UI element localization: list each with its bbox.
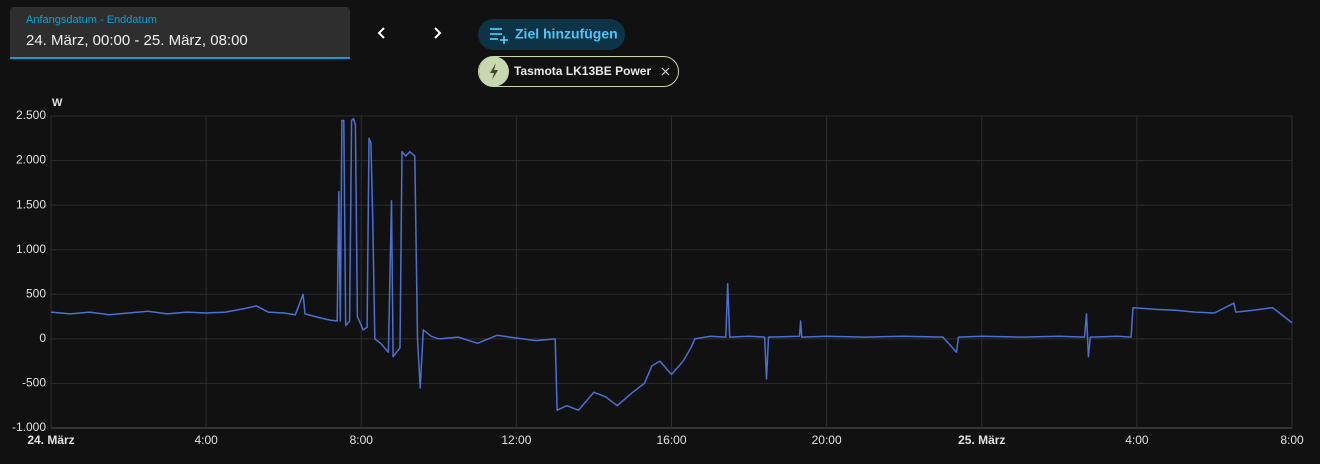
- chip-icon: [490, 63, 498, 80]
- y-tick-label: -1.000: [12, 420, 46, 434]
- x-tick-label: 16:00: [656, 433, 686, 447]
- y-tick-label: 1.000: [16, 242, 46, 256]
- y-tick-label: 0: [39, 331, 46, 345]
- add-target-text: Ziel hinzufügen: [515, 26, 618, 42]
- x-tick-label: 8:00: [350, 433, 374, 447]
- date-picker[interactable]: [10, 7, 350, 59]
- y-unit: W: [52, 97, 63, 109]
- entity-chip[interactable]: [478, 56, 679, 87]
- y-tick-label: 1.500: [16, 197, 46, 211]
- y-tick-label: 2.000: [16, 153, 46, 167]
- x-tick-label: 8:00: [1280, 433, 1304, 447]
- x-tick-label: 12:00: [501, 433, 531, 447]
- date-value: 24. März, 00:00 - 25. März, 08:00: [26, 32, 248, 49]
- x-tick-label: 20:00: [812, 433, 842, 447]
- series-line: [50, 117, 1293, 411]
- y-tick-label: 500: [26, 286, 46, 300]
- prev-button[interactable]: [377, 27, 385, 39]
- add-icon: [490, 28, 508, 44]
- chip-remove[interactable]: [661, 67, 670, 76]
- date-label: Anfangsdatum - Enddatum: [26, 14, 157, 26]
- x-tick-label: 24. März: [27, 433, 74, 447]
- add-target-button[interactable]: [478, 19, 625, 50]
- date-underline: [10, 57, 350, 59]
- y-tick-label: 2.500: [16, 108, 46, 122]
- x-tick-label: 4:00: [194, 433, 218, 447]
- x-tick-label: 25. März: [958, 433, 1005, 447]
- x-tick-label: 4:00: [1125, 433, 1149, 447]
- chip-label: Tasmota LK13BE Power: [514, 64, 651, 78]
- y-tick-label: -500: [22, 376, 46, 390]
- next-button[interactable]: [434, 27, 442, 39]
